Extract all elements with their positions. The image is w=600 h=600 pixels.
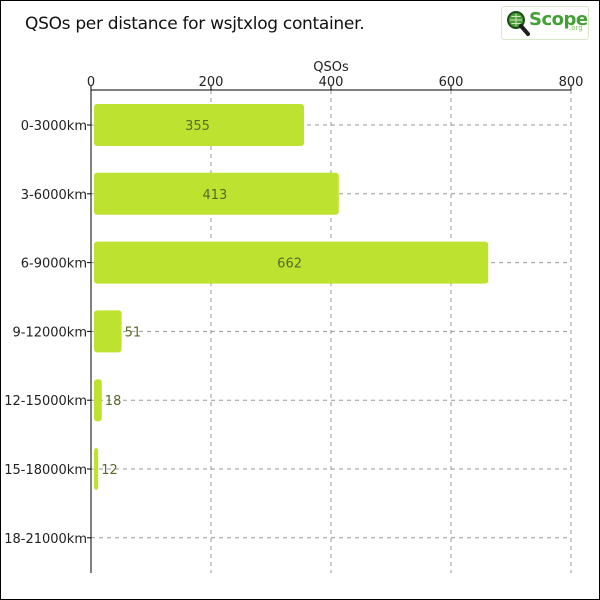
logo-wordmark: Scope [529,9,588,30]
bar-value-label: 12 [101,463,118,478]
bar-value-label: 51 [125,325,142,340]
bar-3-6000km [94,172,339,215]
y-tick-label: 0-3000km [21,119,87,134]
y-tick-label: 12-15000km [4,394,87,409]
x-tick-label: 600 [439,75,464,90]
y-tick-label: 9-12000km [12,325,87,340]
y-tick-label: 18-21000km [4,532,87,547]
bars-layer: 355 413 662 51 18 12 [94,104,489,490]
axis-layer: 0 200 400 600 800 0-3000km 3-6000km 6-9000km 9-1… [4,75,583,573]
bar-0-3000km [94,104,304,146]
y-tick-label: 15-18000km [4,463,87,478]
bar-value-label: 18 [105,394,122,409]
x-tick-label: 800 [559,75,584,90]
bar-value-label: 413 [202,188,227,203]
bar-12-15000km [94,379,102,422]
qscope-magnifier-icon [507,11,530,36]
x-tick-label: 0 [87,75,95,90]
bar-9-12000km [94,310,122,353]
grid-layer [91,90,572,573]
bar-6-9000km [94,241,489,284]
y-tick-label: 3-6000km [21,188,87,203]
bar-15-18000km [94,448,99,490]
bar-value-label: 662 [277,257,302,272]
x-tick-label: 200 [199,75,224,90]
bar-value-label: 355 [185,119,210,134]
qscope-logo[interactable]: Scope .org [501,6,589,40]
x-axis-label: QSOs [313,60,349,75]
x-tick-label: 400 [319,75,344,90]
logo-domain: .org [569,24,583,32]
chart-title: QSOs per distance for wsjtxlog container… [25,14,365,34]
y-tick-label: 6-9000km [21,257,87,272]
